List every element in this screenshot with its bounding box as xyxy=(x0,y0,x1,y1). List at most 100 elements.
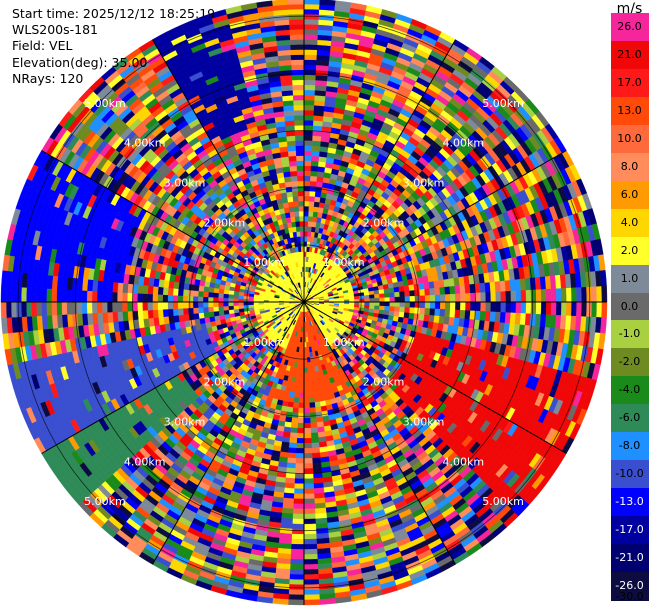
velocity-gate xyxy=(307,377,313,383)
velocity-gate xyxy=(389,292,396,298)
velocity-gate xyxy=(479,311,486,322)
velocity-gate xyxy=(586,286,593,303)
velocity-gate xyxy=(303,437,312,444)
velocity-gate xyxy=(303,548,318,555)
velocity-gate xyxy=(311,457,322,464)
velocity-gate xyxy=(313,482,324,489)
velocity-gate xyxy=(439,294,446,303)
velocity-gate xyxy=(303,150,313,157)
velocity-gate xyxy=(296,437,305,444)
velocity-gate xyxy=(290,548,305,555)
velocity-gate xyxy=(295,372,301,378)
velocity-gate xyxy=(373,289,380,295)
velocity-gate xyxy=(384,301,391,307)
velocity-gate xyxy=(303,140,313,146)
velocity-gate xyxy=(313,391,320,398)
velocity-gate xyxy=(576,301,583,317)
velocity-gate xyxy=(429,294,436,303)
velocity-gate xyxy=(460,301,466,311)
velocity-gate xyxy=(515,290,522,303)
velocity-gate xyxy=(484,311,491,322)
velocity-gate xyxy=(439,286,446,296)
velocity-gate xyxy=(489,281,496,293)
velocity-gate xyxy=(310,165,319,172)
velocity-gate xyxy=(389,306,396,312)
velocity-gate xyxy=(418,313,425,322)
velocity-gate xyxy=(444,309,451,318)
velocity-gate xyxy=(303,574,319,581)
velocity-gate xyxy=(315,416,324,423)
velocity-gate xyxy=(294,387,300,394)
velocity-gate xyxy=(399,306,406,313)
velocity-gate xyxy=(300,362,305,368)
velocity-gate xyxy=(298,387,305,394)
velocity-gate xyxy=(374,305,380,311)
velocity-gate xyxy=(434,308,441,317)
velocity-gate xyxy=(369,298,375,303)
velocity-gate xyxy=(303,226,309,232)
velocity-gate xyxy=(303,584,320,591)
velocity-gate xyxy=(429,301,436,310)
velocity-gate xyxy=(289,432,298,439)
velocity-gate xyxy=(409,295,416,303)
velocity-gate xyxy=(303,387,310,394)
velocity-gate xyxy=(287,599,305,606)
velocity-gate xyxy=(596,301,603,318)
velocity-gate xyxy=(414,307,421,315)
velocity-gate xyxy=(398,285,405,293)
velocity-gate xyxy=(303,362,308,368)
velocity-gate xyxy=(297,417,305,424)
velocity-gate xyxy=(560,301,567,316)
velocity-gate xyxy=(303,594,320,601)
velocity-gate xyxy=(288,442,297,449)
velocity-gate xyxy=(550,301,557,316)
velocity-gate xyxy=(314,401,321,408)
velocity-gate xyxy=(288,584,305,591)
velocity-gate xyxy=(303,367,308,373)
velocity-gate xyxy=(303,220,309,227)
velocity-gate xyxy=(505,290,512,303)
velocity-gate xyxy=(353,295,360,300)
velocity-gate xyxy=(444,286,451,295)
velocity-gate xyxy=(312,386,319,393)
velocity-gate xyxy=(298,397,305,404)
velocity-gate xyxy=(293,488,305,495)
velocity-gate xyxy=(601,285,608,303)
velocity-gate xyxy=(303,185,311,192)
velocity-gate xyxy=(581,286,588,303)
velocity-gate xyxy=(295,377,301,383)
velocity-gate xyxy=(303,125,314,131)
velocity-gate xyxy=(398,311,405,319)
velocity-gate xyxy=(309,180,317,187)
velocity-gate xyxy=(307,372,313,378)
velocity-gate xyxy=(303,3,320,10)
velocity-gate xyxy=(290,427,298,434)
velocity-gate xyxy=(364,298,370,303)
velocity-gate xyxy=(313,105,325,112)
velocity-gate xyxy=(307,216,314,222)
velocity-gate xyxy=(303,523,317,530)
velocity-gate xyxy=(313,110,325,117)
velocity-gate xyxy=(555,301,562,316)
velocity-gate xyxy=(378,289,385,295)
velocity-gate xyxy=(312,125,323,132)
velocity-gate xyxy=(315,411,323,418)
velocity-gate xyxy=(303,210,310,217)
velocity-gate xyxy=(459,309,466,320)
velocity-gate xyxy=(312,462,322,469)
velocity-gate xyxy=(565,287,572,303)
velocity-gate xyxy=(303,114,315,121)
velocity-gate xyxy=(310,422,318,429)
velocity-gate xyxy=(368,290,375,296)
velocity-gate xyxy=(290,553,305,560)
velocity-gate xyxy=(312,472,323,479)
velocity-gate xyxy=(429,308,436,316)
velocity-gate xyxy=(500,291,507,303)
velocity-gate xyxy=(290,558,305,565)
velocity-gate xyxy=(413,313,420,321)
velocity-gate xyxy=(394,296,401,303)
velocity-gate xyxy=(303,215,309,222)
velocity-gate xyxy=(303,478,314,485)
velocity-gate xyxy=(424,308,431,316)
